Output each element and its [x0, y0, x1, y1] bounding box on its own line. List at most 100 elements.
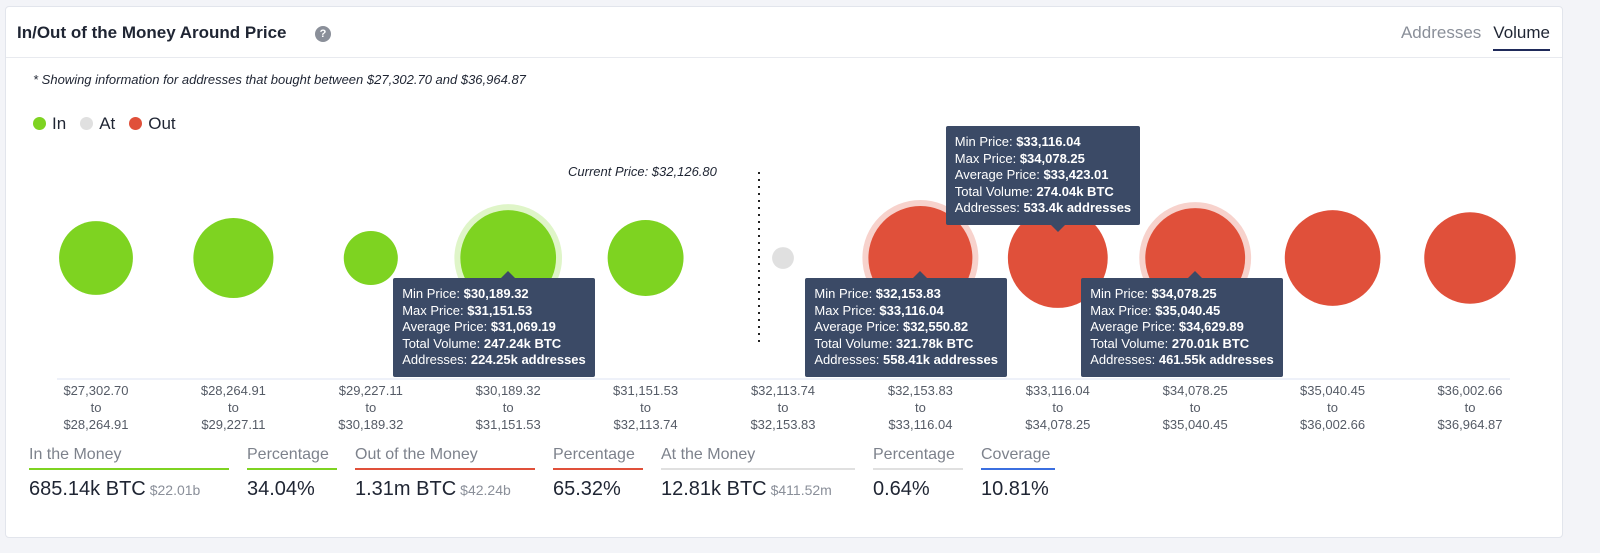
legend-at[interactable]: At [80, 114, 115, 134]
tooltip-row-min: Min Price: $33,116.04 [955, 134, 1131, 151]
stat-label: Percentage [247, 446, 337, 470]
tooltip-value: 533.4k addresses [1023, 200, 1132, 215]
bin-to: $32,113.74 [613, 417, 678, 432]
tooltip-label: Average Price: [402, 319, 491, 334]
legend-out[interactable]: Out [129, 114, 176, 134]
stat-1: Percentage 34.04% [247, 446, 337, 501]
tooltip: Min Price: $34,078.25 Max Price: $35,040.… [1081, 271, 1283, 377]
tooltip-value: 558.41k addresses [883, 352, 998, 367]
tooltip-label: Total Volume: [954, 183, 1037, 199]
bubble-in[interactable] [59, 221, 133, 295]
stat-label: Out of the Money [355, 446, 535, 470]
bin-label: $36,002.66 to $36,964.87 [1405, 382, 1535, 433]
at-dot-icon [80, 117, 94, 130]
tooltip-row-addr: Addresses: 224.25k addresses [402, 352, 586, 369]
stat-5: Percentage 0.64% [873, 446, 963, 501]
legend-label: Out [148, 114, 176, 133]
tooltip-value: $34,078.25 [1019, 150, 1085, 166]
tooltip: Min Price: $30,189.32 Max Price: $31,151.… [393, 271, 595, 377]
tooltip-arrow [1188, 271, 1203, 278]
bin-label: $29,227.11 to $30,189.32 [306, 382, 436, 433]
bin-from: $34,078.25 [1162, 383, 1228, 398]
stat-6: Coverage 10.81% [981, 446, 1055, 501]
bin-to: $34,078.25 [1025, 417, 1091, 432]
bin-to: $31,151.53 [475, 417, 541, 432]
tooltip-row-addr: Addresses: 558.41k addresses [814, 352, 998, 369]
legend: In At Out [33, 114, 176, 134]
bin-from: $36,002.66 [1437, 383, 1503, 398]
tooltip-label: Min Price: [814, 286, 876, 301]
bin-label: $32,113.74 to $32,153.83 [718, 382, 848, 433]
bubble-in[interactable] [607, 220, 684, 296]
stat-value-row: 34.04% [247, 478, 337, 501]
bin-to_word: to [1327, 400, 1339, 415]
tooltip-row-avg: Average Price: $34,629.89 [1090, 319, 1274, 336]
bin-to_word: to [365, 400, 377, 415]
stat-value-row: 65.32% [553, 478, 643, 501]
stat-label: Percentage [553, 446, 643, 470]
tooltip-row-max: Max Price: $31,151.53 [402, 303, 586, 320]
current-price-label: Current Price: $32,126.80 [568, 164, 717, 179]
bin-to: $35,040.45 [1162, 417, 1228, 432]
bin-label: $27,302.70 to $28,264.91 [31, 382, 161, 433]
tooltip-row-min: Min Price: $32,153.83 [814, 286, 998, 303]
tooltip-label: Addresses: [814, 352, 884, 367]
tab-volume[interactable]: Volume [1493, 23, 1550, 51]
stat-0: In the Money 685.14k BTC $22.01b [29, 446, 229, 501]
tooltip-row-vol: Total Volume: 274.04k BTC [955, 184, 1131, 201]
tooltip-value: 274.04k BTC [1036, 183, 1114, 199]
stat-value-row: 0.64% [873, 478, 963, 501]
tooltip-value: $34,078.25 [1151, 286, 1217, 301]
bin-to: $28,264.91 [63, 417, 129, 432]
tooltip-value: 247.24k BTC [483, 335, 562, 351]
tooltip-value: $31,151.53 [467, 302, 533, 318]
legend-in[interactable]: In [33, 114, 66, 134]
tooltip-label: Total Volume: [814, 335, 897, 351]
tooltip-label: Max Price: [1090, 302, 1156, 318]
bin-from: $30,189.32 [475, 383, 541, 398]
tooltip-value: 270.01k BTC [1171, 335, 1250, 351]
bin-from: $35,040.45 [1300, 383, 1366, 398]
stat-value-row: 685.14k BTC $22.01b [29, 478, 229, 501]
bin-label: $28,264.91 to $29,227.11 [168, 382, 298, 433]
bubble-out[interactable] [1424, 212, 1516, 304]
legend-label: In [52, 114, 67, 133]
tooltip-label: Addresses: [1090, 352, 1159, 367]
tooltip-value: $35,040.45 [1155, 302, 1221, 318]
bin-from: $27,302.70 [63, 383, 129, 398]
bin-to_word: to [640, 400, 652, 415]
tooltip-row-vol: Total Volume: 270.01k BTC [1090, 336, 1274, 353]
legend-label: At [99, 114, 116, 133]
tooltip-arrow [501, 271, 516, 278]
bubble-out[interactable] [1284, 210, 1381, 306]
tooltip-value: $31,069.19 [490, 319, 556, 334]
stat-label: In the Money [29, 446, 229, 470]
tooltip-value: $32,550.82 [903, 319, 969, 334]
bin-to_word: to [1052, 400, 1064, 415]
bubble-at[interactable] [772, 247, 794, 269]
tooltip: Min Price: $33,116.04 Max Price: $34,078.… [945, 126, 1141, 232]
tooltip-label: Max Price: [814, 302, 880, 318]
tooltip-label: Min Price: [1090, 286, 1152, 301]
bin-to_word: to [227, 400, 239, 415]
bin-to: $36,002.66 [1300, 417, 1366, 432]
stat-value-row: 10.81% [981, 478, 1055, 501]
question-circle-icon[interactable]: ? [315, 26, 331, 42]
tab-addresses[interactable]: Addresses [1400, 23, 1482, 42]
bin-label: $35,040.45 to $36,002.66 [1268, 382, 1398, 433]
tooltip-value: $33,116.04 [1016, 134, 1081, 149]
card-title: In/Out of the Money Around Price [17, 23, 287, 42]
stat-4: At the Money 12.81k BTC $411.52m [661, 446, 855, 501]
header-divider [6, 57, 1562, 58]
bubble-in[interactable] [343, 230, 398, 286]
bin-to: $32,153.83 [750, 417, 816, 432]
bin-to_word: to [1189, 400, 1201, 415]
bin-to: $33,116.04 [888, 417, 953, 432]
stat-value: 34.04% [247, 478, 315, 500]
tooltip-row-avg: Average Price: $32,550.82 [814, 319, 998, 336]
tooltip-label: Min Price: [954, 134, 1017, 149]
bubble-in[interactable] [193, 217, 274, 299]
stat-value-row: 1.31m BTC $42.24b [355, 478, 535, 501]
tooltip-row-avg: Average Price: $31,069.19 [402, 319, 586, 336]
tooltip-arrow [913, 271, 928, 278]
